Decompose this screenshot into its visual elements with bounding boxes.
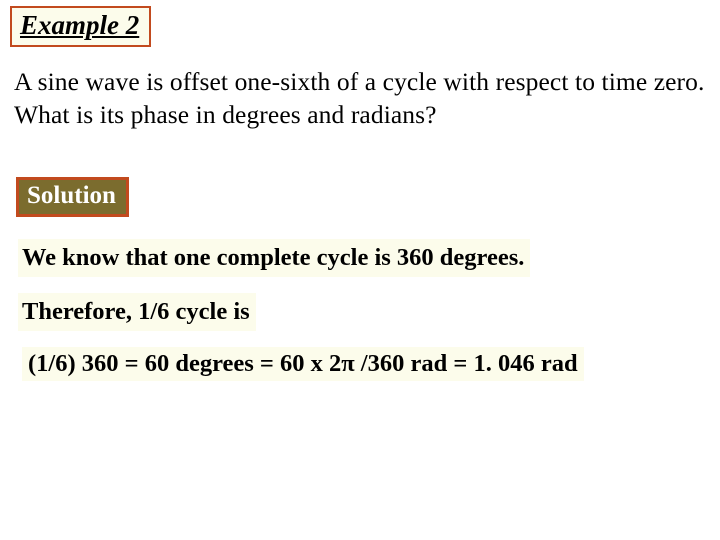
answer-line-2: Therefore, 1/6 cycle is [18, 293, 256, 331]
problem-statement: A sine wave is offset one-sixth of a cyc… [14, 65, 706, 131]
answer-equation: (1/6) 360 = 60 degrees = 60 x 2π /360 ra… [22, 347, 584, 381]
answer-line-1: We know that one complete cycle is 360 d… [18, 239, 530, 277]
slide: Example 2 A sine wave is offset one-sixt… [0, 0, 720, 540]
solution-label-box: Solution [16, 177, 129, 217]
example-title-box: Example 2 [10, 6, 151, 47]
